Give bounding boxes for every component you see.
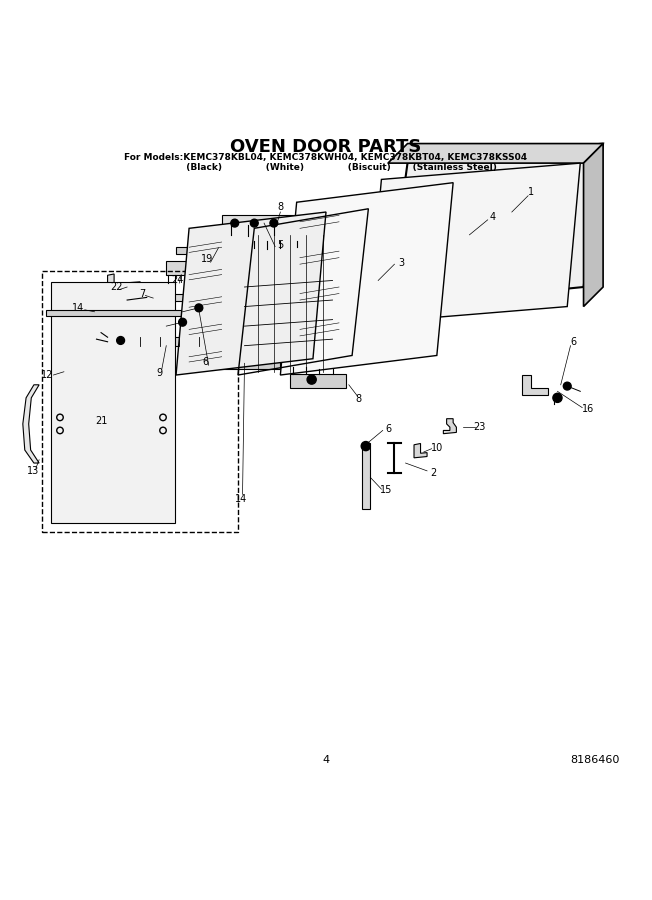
Polygon shape [108,274,140,291]
Polygon shape [176,212,326,375]
Text: 8: 8 [277,202,284,212]
Circle shape [553,393,562,402]
Text: For Models:KEMC378KBL04, KEMC378KWH04, KEMC378KBT04, KEMC378KSS04: For Models:KEMC378KBL04, KEMC378KWH04, K… [125,153,527,162]
Bar [290,374,346,388]
Circle shape [231,220,239,227]
Circle shape [117,337,125,345]
Bar [222,215,313,225]
Polygon shape [388,144,603,163]
Text: 21: 21 [95,416,107,426]
Bar [166,261,192,275]
Text: 24: 24 [171,275,183,285]
Circle shape [270,220,278,227]
Text: 6: 6 [385,424,391,434]
Bar [42,271,238,532]
Polygon shape [522,375,548,394]
Text: 19: 19 [201,254,213,264]
Bar [362,444,370,508]
Text: 9: 9 [156,368,163,378]
Text: 1: 1 [528,187,535,197]
Text: 6: 6 [570,338,577,347]
Polygon shape [443,193,538,267]
Text: 13: 13 [27,466,38,476]
Circle shape [179,319,186,326]
Text: 6: 6 [202,357,209,367]
Polygon shape [23,385,39,463]
Text: 7: 7 [139,289,145,299]
Text: 4: 4 [489,212,496,221]
Text: 8: 8 [355,394,362,404]
Circle shape [361,442,370,451]
Text: 12: 12 [42,370,53,380]
Text: 15: 15 [380,485,392,495]
Bar [51,282,175,523]
Bar [251,225,313,241]
Polygon shape [414,444,427,458]
Text: (Black)              (White)              (Biscuit)       (Stainless Steel): (Black) (White) (Biscuit) (Stainless Ste… [155,163,497,172]
Polygon shape [421,176,565,281]
Text: 14: 14 [72,303,84,313]
Text: 8186460: 8186460 [570,755,619,765]
Bar [192,361,280,368]
Bar [176,247,251,255]
Bar [46,310,215,316]
Text: 3: 3 [398,258,404,268]
Circle shape [250,220,258,227]
Text: 2: 2 [430,468,437,478]
Text: 4: 4 [323,755,329,765]
Text: 22: 22 [110,282,123,292]
Text: 14: 14 [235,494,247,504]
Circle shape [307,375,316,384]
Polygon shape [584,144,603,307]
Polygon shape [388,144,603,307]
Bar [101,338,202,346]
Polygon shape [368,163,580,323]
Text: OVEN DOOR PARTS: OVEN DOOR PARTS [230,138,422,156]
Bar [147,293,209,302]
Text: 10: 10 [431,443,443,453]
Polygon shape [443,418,456,434]
Text: 5: 5 [277,239,284,249]
Text: 16: 16 [582,404,594,414]
Text: 23: 23 [473,422,485,432]
Polygon shape [280,183,453,375]
Circle shape [563,382,571,390]
Circle shape [195,304,203,311]
